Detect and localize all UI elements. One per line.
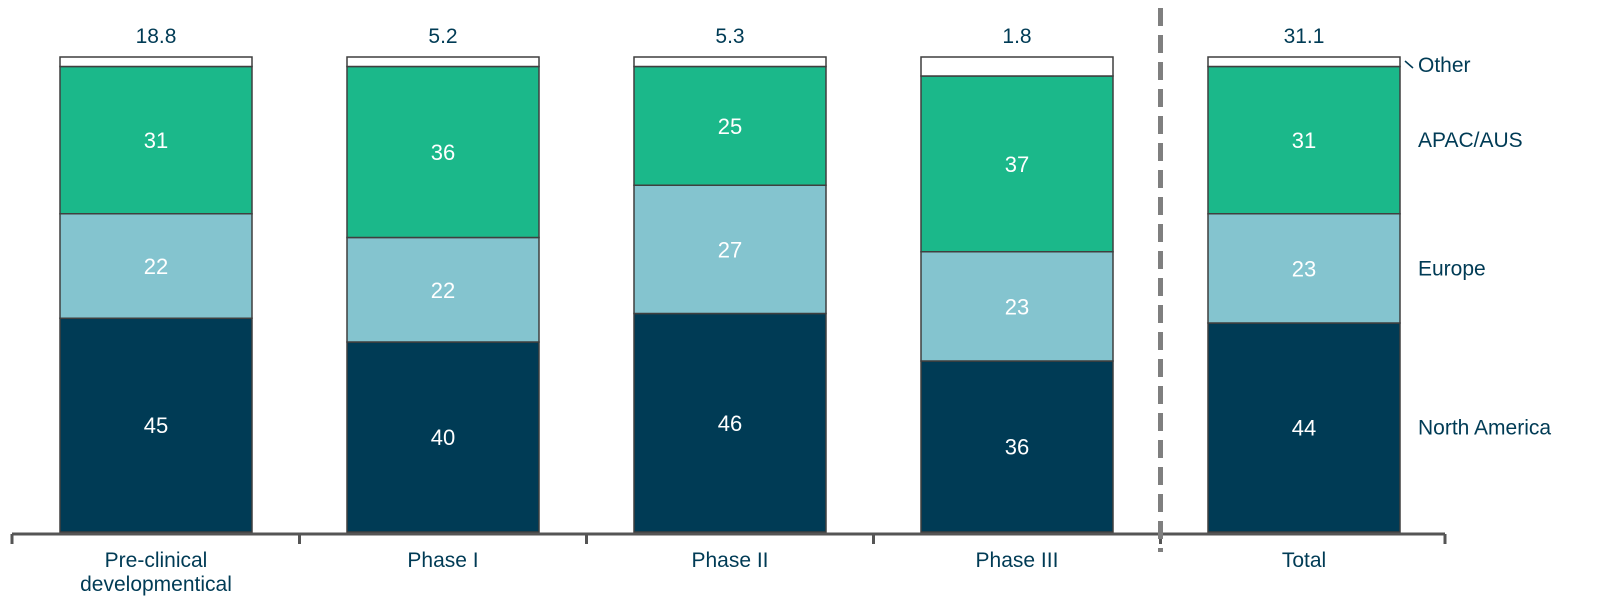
bar-segment-north-america-0 [59,317,253,533]
category-label-4: Total [1282,549,1326,572]
bar-segment-other-4 [1207,56,1401,68]
legend-entry-apac-aus: APAC/AUS [1418,129,1523,152]
category-label-line: Total [1282,549,1326,572]
total-label-4: 31.1 [1284,25,1325,48]
legend-entry-other: Other [1418,54,1471,77]
data-label-apac-aus-4: 31 [1292,128,1316,153]
data-label-europe-2: 27 [718,237,742,262]
x-axis [10,8,1447,552]
data-label-apac-aus-2: 25 [718,114,742,139]
total-label-1: 5.2 [428,25,457,48]
category-label-3: Phase III [976,549,1059,572]
category-label-1: Phase I [407,549,478,572]
bar-segment-north-america-3 [920,360,1114,533]
data-label-north-america-0: 45 [144,413,168,438]
category-label-2: Phase II [691,549,768,572]
bars-group [59,56,1401,533]
category-label-line: Pre-clinical [105,549,208,572]
bar-segment-north-america-1 [346,341,540,533]
category-label-line: Phase I [407,549,478,572]
bar-segment-north-america-2 [633,312,827,533]
bar-segment-other-3 [920,56,1114,77]
category-label-0: Pre-clinical developmentical [80,549,232,596]
total-label-2: 5.3 [715,25,744,48]
legend: North America Europe APAC/AUS Other [1404,54,1551,440]
data-label-north-america-3: 36 [1005,435,1029,460]
bar-segment-other-0 [59,56,253,68]
data-label-north-america-2: 46 [718,411,742,436]
category-label-line: developmentical [80,573,232,596]
data-label-europe-0: 22 [144,254,168,279]
data-label-europe-4: 23 [1292,256,1316,281]
legend-entry-north-america: North America [1418,417,1551,440]
bar-segment-europe-0 [59,213,253,319]
bar-segment-europe-2 [633,184,827,315]
legend-entry-europe: Europe [1418,257,1486,280]
data-label-north-america-1: 40 [431,425,455,450]
data-label-apac-aus-0: 31 [144,128,168,153]
bar-segment-apac-aus-4 [1207,65,1401,215]
bar-segment-north-america-4 [1207,322,1401,533]
category-label-line: Phase II [691,549,768,572]
data-label-apac-aus-3: 37 [1005,152,1029,177]
bar-segment-other-1 [346,56,540,68]
bar-segment-apac-aus-1 [346,65,540,239]
data-label-apac-aus-1: 36 [431,140,455,165]
bar-segment-other-2 [633,56,827,68]
data-label-europe-3: 23 [1005,294,1029,319]
total-label-0: 18.8 [136,25,177,48]
data-label-europe-1: 22 [431,278,455,303]
labels-group: 45 22 31 18.8 Pre-clinical developmentical 40 2… [80,25,1326,596]
bar-segment-europe-3 [920,251,1114,362]
legend-leader-line [1404,60,1414,69]
category-label-line: Phase III [976,549,1059,572]
data-label-north-america-4: 44 [1292,416,1316,441]
bar-segment-apac-aus-3 [920,75,1114,253]
total-label-3: 1.8 [1002,25,1031,48]
bar-segment-apac-aus-2 [633,65,827,186]
